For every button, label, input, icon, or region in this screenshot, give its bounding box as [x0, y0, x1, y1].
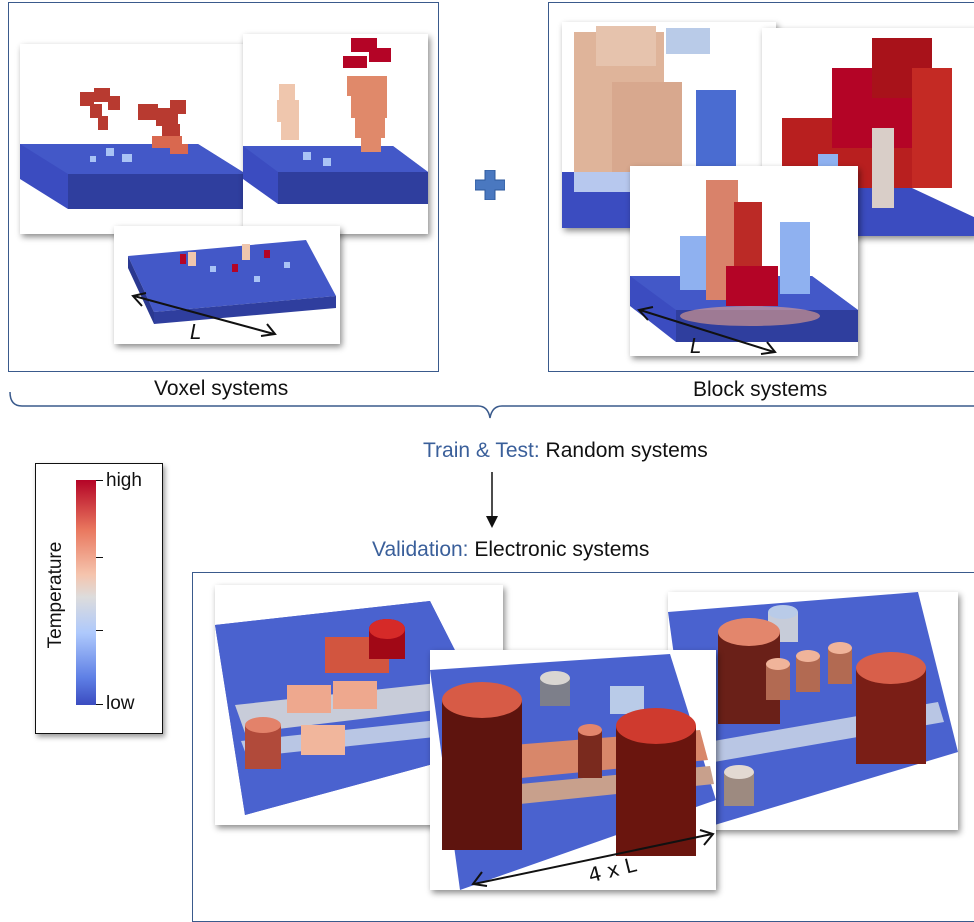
voxel-render-1 — [20, 44, 246, 234]
grouping-brace — [9, 391, 974, 419]
block-length-label: L — [690, 334, 702, 358]
legend-high-label: high — [106, 470, 142, 491]
block-caption: Block systems — [693, 378, 828, 401]
electronic-length-arrow — [471, 829, 715, 887]
electronic-render-3 — [668, 592, 958, 830]
validation-prefix: Validation: — [372, 538, 469, 561]
flow-arrow — [486, 472, 498, 528]
temperature-legend: high low Temperature — [35, 463, 163, 734]
voxel-systems-frame — [8, 2, 439, 372]
block-render-3 — [630, 166, 858, 356]
voxel-length-label: L — [190, 320, 202, 344]
train-test-label: Train & Test: Random systems — [423, 439, 708, 463]
voxel-render-2 — [243, 34, 428, 234]
legend-title: Temperature — [45, 541, 66, 649]
train-test-prefix: Train & Test: — [423, 439, 540, 462]
electronic-render-2 — [430, 650, 716, 890]
legend-colorbar — [76, 480, 96, 705]
train-test-text: Random systems — [539, 439, 708, 462]
block-length-arrow — [637, 306, 777, 355]
plus-icon — [475, 170, 505, 200]
voxel-caption: Voxel systems — [154, 377, 289, 400]
voxel-render-3 — [114, 226, 340, 344]
legend-low-label: low — [106, 693, 135, 714]
validation-label: Validation: Electronic systems — [372, 538, 649, 562]
validation-text: Electronic systems — [468, 538, 650, 561]
block-systems-frame — [548, 2, 974, 372]
voxel-length-arrow — [131, 292, 277, 337]
